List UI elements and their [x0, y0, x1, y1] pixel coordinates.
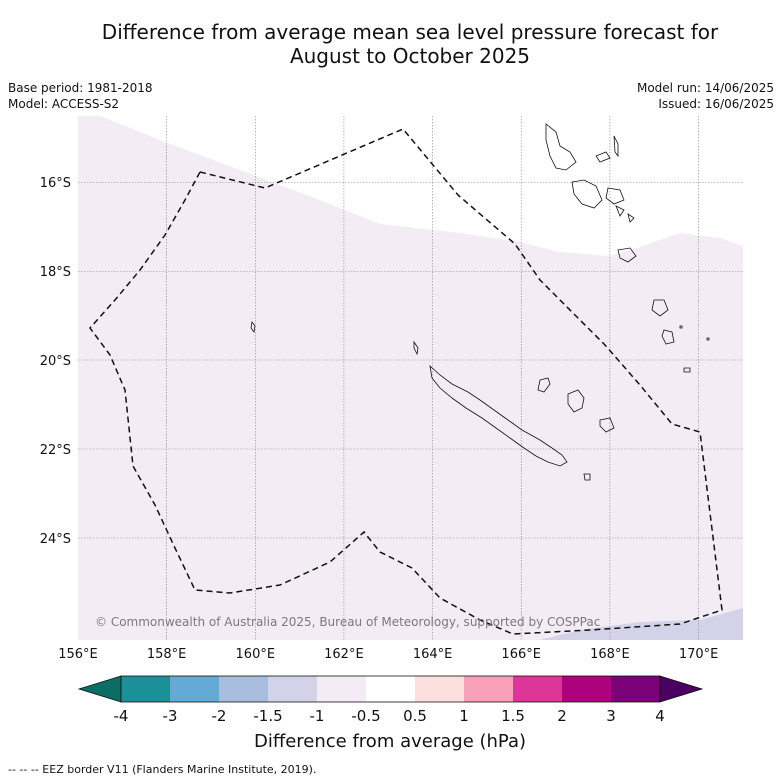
vanuatu-ambae — [595, 151, 611, 163]
colorbar-tick-label: 3 — [606, 707, 616, 725]
colorbar-tick-label: -1.5 — [253, 707, 282, 725]
hunter-island — [706, 337, 710, 341]
map-title: Difference from average mean sea level p… — [40, 20, 780, 68]
pressure-band-lavender — [540, 608, 743, 640]
colorbar-tick-label: 4 — [655, 707, 665, 725]
colorbar-tick-label: 2 — [557, 707, 567, 725]
lat-label: 24°S — [40, 532, 71, 547]
vanuatu-malakula — [571, 179, 603, 209]
lat-label: 20°S — [40, 354, 71, 369]
lon-label: 160°E — [236, 647, 276, 662]
lon-label: 158°E — [147, 647, 187, 662]
lat-label: 18°S — [40, 265, 71, 280]
lon-label: 156°E — [58, 647, 98, 662]
colorbar-extend-low — [77, 675, 122, 703]
vanuatu-efate — [617, 247, 637, 263]
eez-border — [89, 128, 723, 635]
latitude-labels: 16°S 18°S 20°S 22°S 24°S — [40, 176, 71, 547]
colorbar-segment — [415, 676, 464, 702]
loyalty-island-lifou — [567, 389, 585, 413]
colorbar-tick-label: -3 — [163, 707, 178, 725]
land-outlines — [250, 123, 710, 481]
model-name: Model: ACCESS-S2 — [8, 97, 120, 111]
colorbar-tick-label: -2 — [212, 707, 227, 725]
colorbar-segment — [121, 676, 170, 702]
loyalty-island-mare — [599, 417, 615, 433]
title-line-2: August to October 2025 — [289, 44, 531, 68]
lat-label: 22°S — [40, 443, 71, 458]
matthew-island — [679, 325, 683, 329]
vanuatu-shepherd — [627, 213, 635, 223]
lon-label: 170°E — [679, 647, 719, 662]
colorbar-segment — [170, 676, 219, 702]
loyalty-island-ouvea — [537, 377, 551, 393]
vanuatu-pentecost — [605, 187, 625, 205]
colorbar-segment — [513, 676, 562, 702]
chesterfield-reef — [250, 321, 256, 333]
colorbar-segment — [562, 676, 611, 702]
colorbar-segment — [268, 676, 317, 702]
colorbar-extend-high — [659, 675, 704, 703]
colorbar-segment — [366, 676, 415, 702]
colorbar-tick-label: 1 — [459, 707, 469, 725]
colorbar-segment — [317, 676, 366, 702]
colorbar-tick-label: -0.5 — [351, 707, 380, 725]
vanuatu-erromango — [651, 299, 669, 317]
longitude-labels: 156°E 158°E 160°E 162°E 164°E 166°E 168°… — [58, 647, 718, 662]
copyright-notice: © Commonwealth of Australia 2025, Bureau… — [95, 615, 600, 629]
new-caledonia-island — [429, 364, 568, 467]
colorbar-segment — [219, 676, 268, 702]
colorbar-tick-label: 0.5 — [403, 707, 427, 725]
colorbar-segment — [611, 676, 660, 702]
lon-label: 168°E — [590, 647, 630, 662]
meta-right: Model run: 14/06/2025 Issued: 16/06/2025 — [637, 80, 774, 112]
meta-left: Base period: 1981-2018 Model: ACCESS-S2 — [8, 80, 153, 112]
colorbar-title: Difference from average (hPa) — [254, 731, 526, 752]
pressure-band-light — [78, 116, 743, 640]
gridlines — [78, 116, 743, 640]
lon-label: 166°E — [501, 647, 541, 662]
colorbar-segment — [464, 676, 513, 702]
vanuatu-maewo — [613, 135, 619, 158]
vanuatu-tanna — [661, 329, 675, 345]
colorbar-labels: -4 -3 -2 -1.5 -1 -0.5 0.5 1 1.5 2 3 4 — [114, 707, 665, 725]
vanuatu-espiritu-santo — [545, 123, 577, 171]
eez-footnote: -- -- -- EEZ border V11 (Flanders Marine… — [8, 763, 317, 776]
colorbar-tick-label: -4 — [114, 707, 129, 725]
base-period: Base period: 1981-2018 — [8, 81, 153, 95]
belep-islands — [413, 340, 419, 356]
isle-of-pines — [583, 473, 591, 481]
model-run: Model run: 14/06/2025 — [636, 81, 774, 95]
vanuatu-aneityum — [683, 367, 691, 373]
lon-label: 164°E — [413, 647, 453, 662]
lon-label: 162°E — [324, 647, 364, 662]
map-area: © Commonwealth of Australia 2025, Bureau… — [78, 116, 743, 640]
lat-label: 16°S — [40, 176, 71, 191]
colorbar-tick-label: -1 — [310, 707, 325, 725]
colorbar-outline — [120, 675, 661, 703]
vanuatu-epi — [615, 205, 625, 217]
title-line-1: Difference from average mean sea level p… — [101, 20, 719, 44]
issued-date: Issued: 16/06/2025 — [658, 97, 774, 111]
colorbar — [77, 675, 704, 703]
colorbar-tick-label: 1.5 — [501, 707, 525, 725]
